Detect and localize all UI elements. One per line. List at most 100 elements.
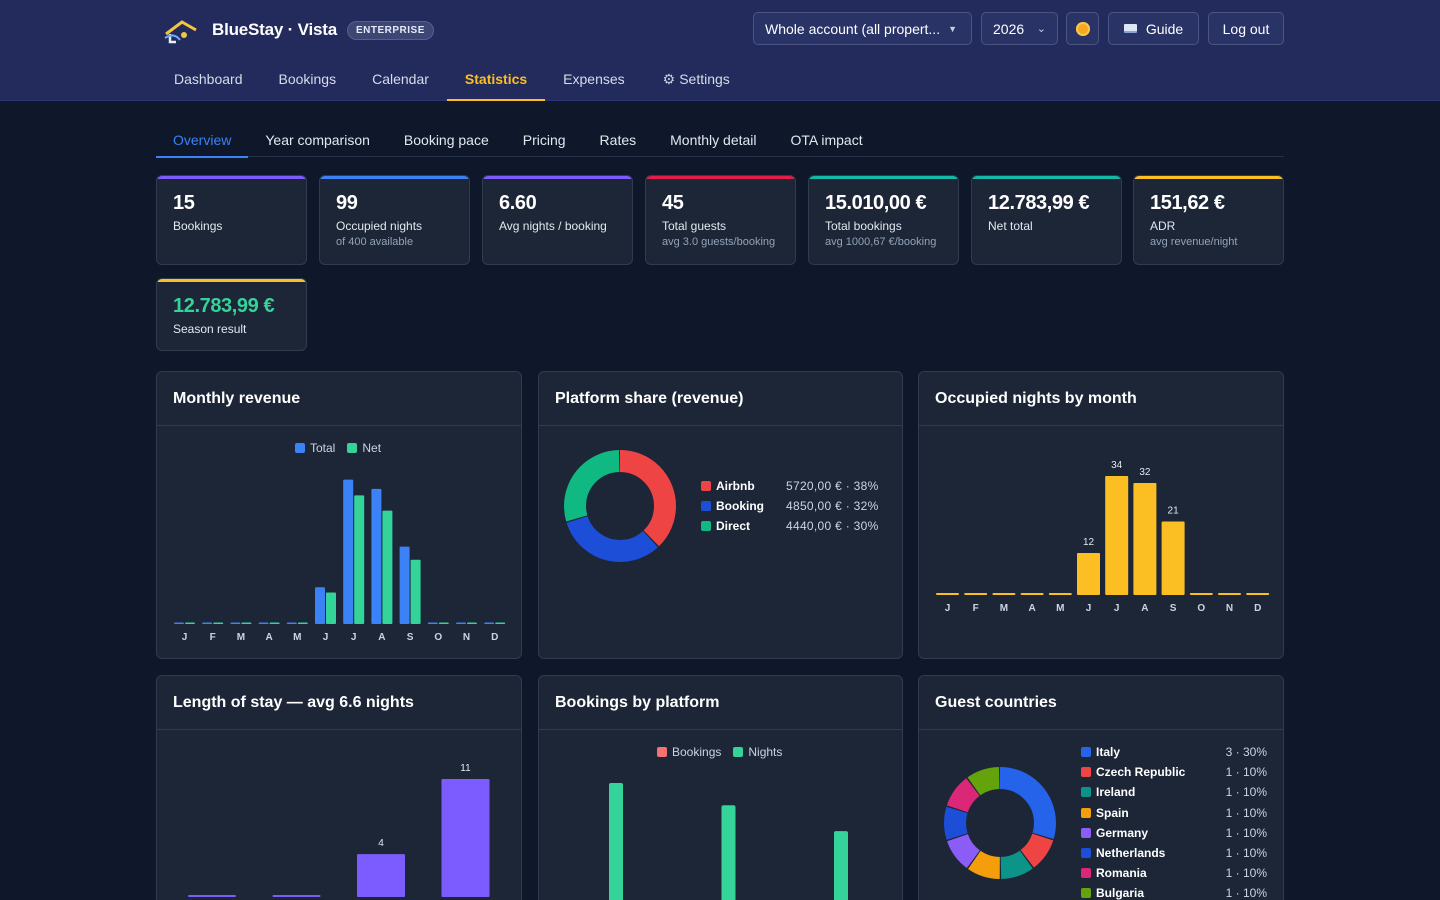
tick-label: A [378, 632, 385, 643]
tick-label: D [491, 632, 498, 643]
tab-pricing[interactable]: Pricing [522, 131, 566, 148]
guest-countries-donut [944, 767, 1056, 879]
nav-bookings[interactable]: Bookings [278, 71, 337, 87]
nav-expenses[interactable]: Expenses [563, 71, 625, 87]
tick-label: F [210, 632, 216, 643]
tab-rates[interactable]: Rates [599, 131, 637, 148]
bar-net [467, 622, 477, 624]
legend-swatch [657, 747, 667, 757]
tick-label: A [1141, 603, 1148, 614]
logo-icon [164, 20, 197, 44]
tab-monthly-detail[interactable]: Monthly detail [670, 131, 757, 148]
tick-label: M [1000, 603, 1008, 614]
legend-bookings[interactable]: Bookings [657, 745, 721, 759]
tab-year-comparison[interactable]: Year comparison [265, 131, 370, 148]
tab-ota-impact[interactable]: OTA impact [790, 131, 863, 148]
panel-title: Monthly revenue [157, 372, 521, 426]
tick-label: N [463, 632, 470, 643]
tick-label: N [1226, 603, 1233, 614]
tab-overview[interactable]: Overview [156, 122, 249, 158]
data-label: 32 [1139, 467, 1151, 478]
panel-platform-share: Platform share (revenue) Airbnb 5720,00 €… [538, 371, 903, 659]
app-header: BlueStay · Vista ENTERPRISE Whole accoun… [0, 0, 1440, 101]
legend-swatch [295, 443, 305, 453]
bar-total [258, 622, 269, 624]
panel-occupied-nights: Occupied nights by month J F M A M 12 J 34 J 32 A 2… [918, 371, 1284, 659]
year-select[interactable]: 2026 ⌄ [981, 12, 1058, 45]
legend-swatch [1081, 827, 1091, 838]
donut-slice-netherlands [944, 767, 1056, 879]
bar-total [484, 622, 495, 624]
kpi-total-bookings: 15.010,00 € Total bookings avg 1000,67 €… [808, 175, 959, 265]
data-label: 11 [460, 763, 471, 774]
panel-monthly-revenue: Monthly revenue Total Net J F M A M J J A S O N D [156, 371, 522, 659]
legend-swatch [1081, 807, 1091, 818]
property-select[interactable]: Whole account (all propert... ▼ [753, 12, 972, 45]
bar-total [343, 479, 354, 624]
legend-ireland: Ireland 1 · 10% [1081, 782, 1267, 802]
kpi-total-guests: 45 Total guests avg 3.0 guests/booking [645, 175, 796, 265]
legend-swatch [1081, 747, 1091, 758]
legend-total[interactable]: Total [295, 441, 335, 455]
occupied-nights-chart: J F M A M 12 J 34 J 32 A 21 S O N D [936, 460, 1270, 614]
donut-slice-airbnb [564, 450, 676, 562]
tick-label: M [237, 632, 245, 643]
legend-romania: Romania 1 · 10% [1081, 863, 1267, 883]
legend-czech-republic: Czech Republic 1 · 10% [1081, 762, 1267, 782]
kpi-bookings: 15 Bookings [156, 175, 307, 265]
tick-label: J [945, 603, 951, 614]
bookings-by-platform-chart [609, 783, 848, 900]
legend-airbnb: Airbnb 5720,00 € · 38% [701, 476, 879, 496]
legend-nights[interactable]: Nights [733, 745, 782, 759]
year-select-value: 2026 [993, 20, 1025, 37]
tick-label: F [973, 603, 979, 614]
legend-swatch [701, 481, 711, 491]
legend-swatch [1081, 787, 1091, 798]
tab-booking-pace[interactable]: Booking pace [403, 131, 489, 148]
brand[interactable]: BlueStay · Vista ENTERPRISE [162, 14, 434, 46]
bar-total [230, 622, 241, 624]
bar-total [456, 622, 466, 624]
bar-total [202, 622, 213, 624]
data-label: 21 [1168, 506, 1180, 517]
tick-label: M [1056, 603, 1064, 614]
legend-swatch [1081, 848, 1091, 859]
book-icon [1123, 24, 1137, 33]
bar-nights [1161, 521, 1185, 595]
legend-bulgaria: Bulgaria 1 · 10% [1081, 883, 1267, 900]
bar-nights [1077, 553, 1100, 595]
nav-statistics[interactable]: Statistics [446, 57, 546, 101]
tick-label: O [434, 632, 442, 643]
gear-icon: ⚙ [662, 70, 676, 87]
tick-label: J [1114, 603, 1120, 614]
nav-calendar[interactable]: Calendar [372, 71, 429, 87]
tick-label: M [293, 632, 301, 643]
legend-swatch [701, 501, 711, 511]
legend-swatch [347, 443, 358, 453]
legend-italy: Italy 3 · 30% [1081, 742, 1267, 762]
legend-net[interactable]: Net [347, 441, 381, 455]
bar-net [326, 592, 336, 624]
nav-dashboard[interactable]: Dashboard [174, 71, 243, 87]
bar-net [297, 622, 308, 624]
nav-settings[interactable]: ⚙ Settings [662, 70, 730, 88]
tick-label: J [351, 632, 357, 643]
bar-nights [992, 593, 1016, 595]
guide-button[interactable]: Guide [1108, 12, 1199, 45]
panel-title: Guest countries [919, 676, 1283, 730]
data-label: 34 [1111, 460, 1123, 471]
theme-toggle-button[interactable] [1066, 12, 1099, 45]
logout-label: Log out [1222, 20, 1270, 37]
bar-net [213, 622, 224, 624]
bar-nights [609, 783, 623, 900]
donut-slice-booking [564, 450, 676, 562]
panel-title: Platform share (revenue) [539, 372, 902, 426]
bar-total [174, 622, 184, 624]
guide-label: Guide [1145, 20, 1184, 37]
logout-button[interactable]: Log out [1208, 12, 1284, 45]
kpi-net-total: 12.783,99 € Net total [971, 175, 1122, 265]
legend-swatch [1081, 767, 1091, 778]
length-of-stay-chart: 4 11 [188, 763, 490, 897]
platform-share-legend: Airbnb 5720,00 € · 38% Booking 4850,00 € ·… [701, 476, 879, 536]
